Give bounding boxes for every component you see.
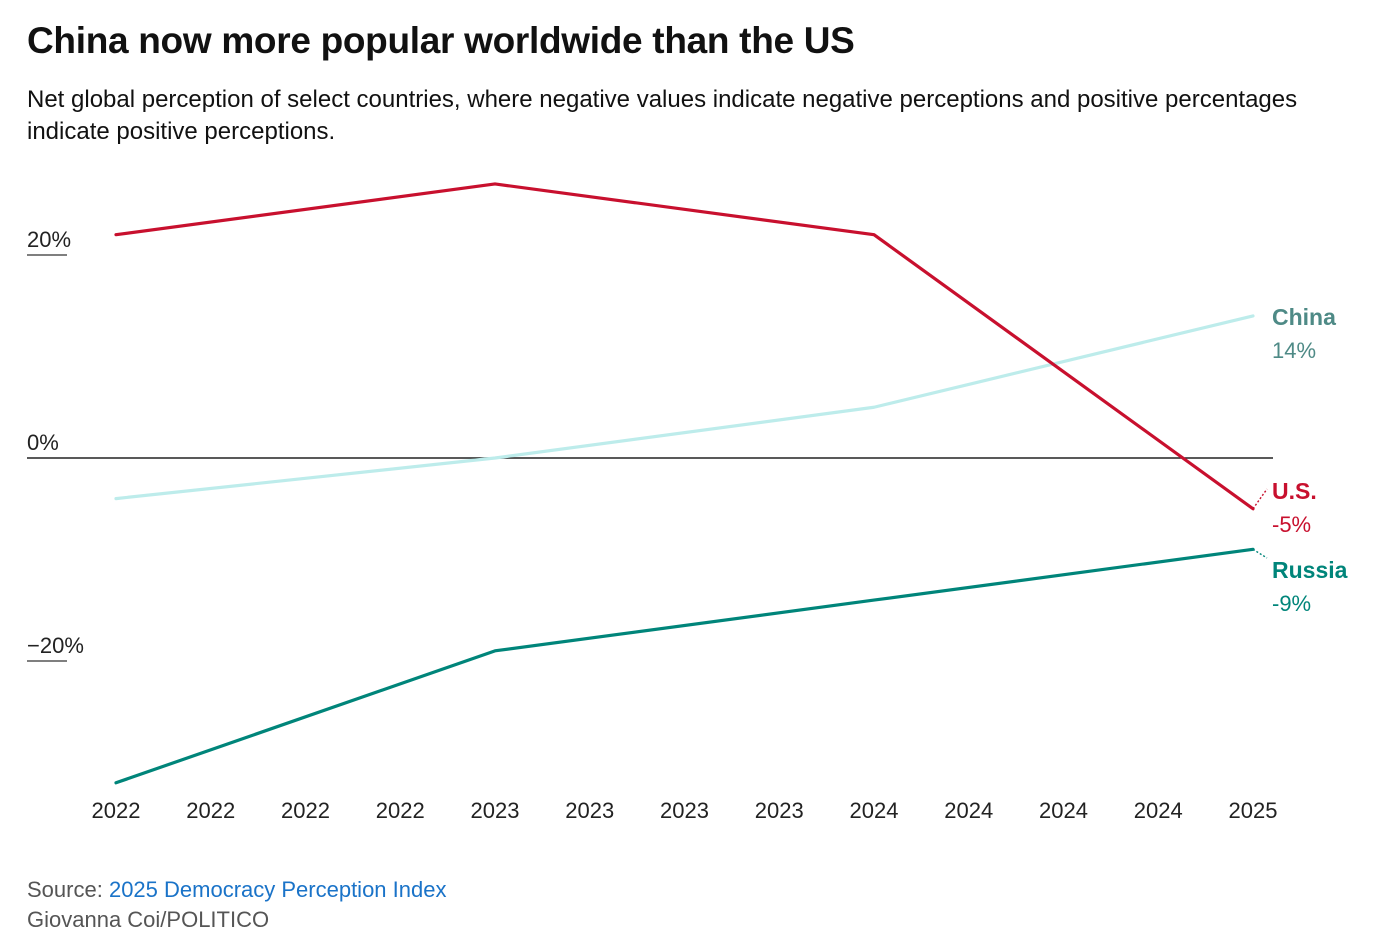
x-tick-label: 2024: [1039, 798, 1088, 823]
credit-line: Giovanna Coi/POLITICO: [27, 907, 270, 932]
y-tick-label: 20%: [27, 227, 71, 252]
series-line-russia: [114, 547, 1255, 785]
x-tick-label: 2022: [281, 798, 330, 823]
source-line: Source: 2025 Democracy Perception Index: [27, 877, 446, 903]
x-axis: 2022 2022 2022 2022 2023 2023 2023 2023 2024 2024…: [92, 798, 1278, 823]
end-label-connector: [1252, 548, 1268, 559]
chart-subtitle: Net global perception of select countrie…: [27, 86, 1298, 145]
end-label-connector: [1252, 488, 1268, 510]
x-tick-label: 2023: [755, 798, 804, 823]
end-label-value-russia: -9%: [1272, 591, 1311, 616]
x-tick-label: 2024: [1134, 798, 1183, 823]
x-tick-label: 2024: [944, 798, 993, 823]
x-tick-label: 2023: [471, 798, 520, 823]
series-line-u-s: [114, 182, 1255, 511]
source-link[interactable]: 2025 Democracy Perception Index: [108, 877, 447, 902]
source-prefix: Source:: [27, 877, 103, 902]
series-line-china: [114, 314, 1255, 501]
end-label-value-china: 14%: [1272, 338, 1316, 363]
series-lines: [114, 182, 1255, 785]
y-axis: 20% 0% −20%: [27, 227, 84, 662]
x-tick-label: 2022: [92, 798, 141, 823]
y-tick-label: −20%: [27, 633, 84, 658]
chart-title: China now more popular worldwide than th…: [27, 20, 855, 61]
x-tick-label: 2025: [1229, 798, 1278, 823]
end-label-name-russia: Russia: [1272, 557, 1348, 583]
end-label-name-china: China: [1272, 304, 1336, 330]
end-label-value-u-s: -5%: [1272, 512, 1311, 537]
x-tick-label: 2022: [376, 798, 425, 823]
x-tick-label: 2023: [660, 798, 709, 823]
end-labels: U.S. -5% China 14% Russia -9%: [1252, 304, 1348, 616]
x-tick-label: 2022: [186, 798, 235, 823]
x-tick-label: 2023: [565, 798, 614, 823]
x-tick-label: 2024: [850, 798, 899, 823]
end-label-name-u-s: U.S.: [1272, 478, 1317, 504]
y-tick-label: 0%: [27, 430, 59, 455]
